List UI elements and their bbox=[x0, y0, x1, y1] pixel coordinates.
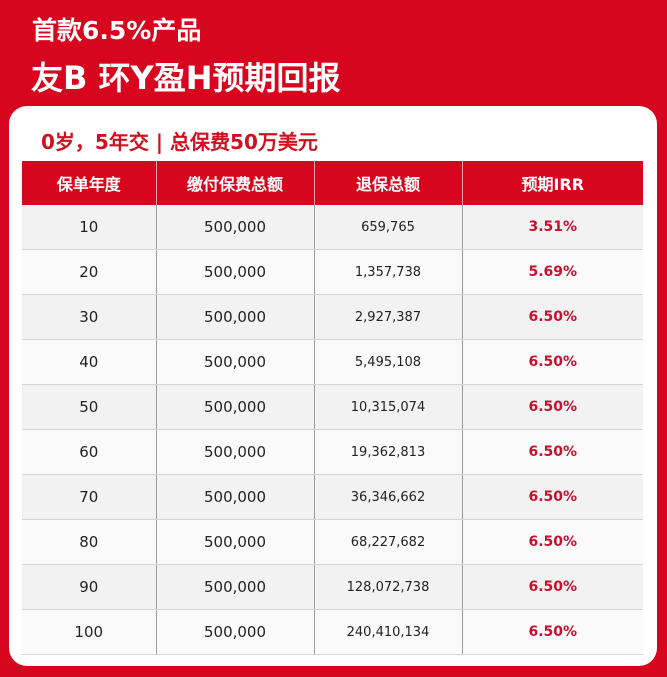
cell-expected-irr: 6.50% bbox=[462, 294, 643, 340]
cell-expected-irr: 6.50% bbox=[462, 429, 643, 475]
column-header-total-premium: 缴付保费总额 bbox=[156, 161, 315, 205]
cell-policy-year: 60 bbox=[22, 429, 157, 475]
returns-card: 0岁，5年交 | 总保费50万美元 保单年度 缴付保费总额 退保总额 预期IRR… bbox=[9, 106, 657, 666]
column-header-expected-irr: 预期IRR bbox=[462, 161, 643, 205]
column-header-policy-year: 保单年度 bbox=[22, 161, 157, 205]
cell-total-premium: 500,000 bbox=[156, 339, 315, 385]
cell-surrender-value: 68,227,682 bbox=[314, 519, 463, 565]
cell-total-premium: 500,000 bbox=[156, 294, 315, 340]
table-row: 10 500,000 659,765 3.51% bbox=[22, 205, 643, 250]
cell-total-premium: 500,000 bbox=[156, 564, 315, 610]
column-header-surrender-value: 退保总额 bbox=[314, 161, 463, 205]
cell-policy-year: 40 bbox=[22, 339, 157, 385]
cell-expected-irr: 6.50% bbox=[462, 474, 643, 520]
table-row: 90 500,000 128,072,738 6.50% bbox=[22, 564, 643, 610]
cell-total-premium: 500,000 bbox=[156, 205, 315, 250]
cell-policy-year: 20 bbox=[22, 249, 157, 295]
cell-surrender-value: 10,315,074 bbox=[314, 384, 463, 430]
page-title: 友B 环Y盈H预期回报 bbox=[31, 59, 341, 97]
cell-policy-year: 90 bbox=[22, 564, 157, 610]
cell-total-premium: 500,000 bbox=[156, 609, 315, 655]
cell-expected-irr: 6.50% bbox=[462, 519, 643, 565]
cell-policy-year: 30 bbox=[22, 294, 157, 340]
cell-expected-irr: 5.69% bbox=[462, 249, 643, 295]
cell-surrender-value: 1,357,738 bbox=[314, 249, 463, 295]
cell-expected-irr: 6.50% bbox=[462, 339, 643, 385]
cell-total-premium: 500,000 bbox=[156, 384, 315, 430]
cell-policy-year: 80 bbox=[22, 519, 157, 565]
product-subtitle: 首款6.5%产品 bbox=[32, 16, 202, 45]
cell-total-premium: 500,000 bbox=[156, 474, 315, 520]
table-header-row: 保单年度 缴付保费总额 退保总额 预期IRR bbox=[22, 161, 643, 205]
table-row: 20 500,000 1,357,738 5.69% bbox=[22, 249, 643, 295]
table-row: 80 500,000 68,227,682 6.50% bbox=[22, 519, 643, 565]
cell-policy-year: 70 bbox=[22, 474, 157, 520]
cell-surrender-value: 5,495,108 bbox=[314, 339, 463, 385]
cell-total-premium: 500,000 bbox=[156, 519, 315, 565]
plan-caption: 0岁，5年交 | 总保费50万美元 bbox=[41, 130, 318, 154]
cell-surrender-value: 19,362,813 bbox=[314, 429, 463, 475]
cell-expected-irr: 6.50% bbox=[462, 564, 643, 610]
cell-surrender-value: 36,346,662 bbox=[314, 474, 463, 520]
cell-surrender-value: 2,927,387 bbox=[314, 294, 463, 340]
cell-policy-year: 100 bbox=[22, 609, 157, 655]
cell-surrender-value: 128,072,738 bbox=[314, 564, 463, 610]
table-row: 60 500,000 19,362,813 6.50% bbox=[22, 429, 643, 475]
cell-total-premium: 500,000 bbox=[156, 429, 315, 475]
returns-table: 保单年度 缴付保费总额 退保总额 预期IRR 10 500,000 659,765 3… bbox=[22, 161, 643, 655]
table-row: 100 500,000 240,410,134 6.50% bbox=[22, 609, 643, 655]
cell-expected-irr: 3.51% bbox=[462, 205, 643, 250]
cell-expected-irr: 6.50% bbox=[462, 609, 643, 655]
table-row: 50 500,000 10,315,074 6.50% bbox=[22, 384, 643, 430]
cell-total-premium: 500,000 bbox=[156, 249, 315, 295]
table-row: 30 500,000 2,927,387 6.50% bbox=[22, 294, 643, 340]
cell-surrender-value: 240,410,134 bbox=[314, 609, 463, 655]
table-row: 70 500,000 36,346,662 6.50% bbox=[22, 474, 643, 520]
cell-policy-year: 50 bbox=[22, 384, 157, 430]
table-row: 40 500,000 5,495,108 6.50% bbox=[22, 339, 643, 385]
cell-surrender-value: 659,765 bbox=[314, 205, 463, 250]
cell-policy-year: 10 bbox=[22, 205, 157, 250]
cell-expected-irr: 6.50% bbox=[462, 384, 643, 430]
